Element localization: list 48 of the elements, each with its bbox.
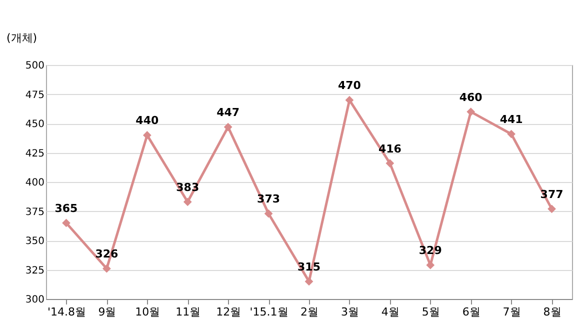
y-tick-label: 500 [25, 60, 44, 72]
x-tick-label: 8월 [543, 306, 562, 318]
data-label: 441 [500, 113, 523, 126]
point [345, 96, 354, 104]
y-tick-label: 425 [25, 148, 44, 160]
point [304, 277, 314, 286]
data-label: 447 [216, 106, 240, 120]
x-tick-label: 2월 [300, 306, 318, 318]
y-tick-label: 475 [25, 90, 44, 101]
point [183, 198, 192, 206]
x-tick-label: 7월 [502, 306, 521, 318]
x-tick-label: 12월 [216, 306, 242, 318]
y-tick-label: 325 [25, 265, 44, 276]
point [264, 209, 273, 218]
data-label: 373 [257, 192, 280, 206]
point [62, 218, 70, 228]
data-label: 329 [418, 244, 442, 258]
x-tick-label: 11월 [176, 306, 201, 318]
data-label: 416 [378, 142, 402, 156]
x-tick-label: 6월 [462, 306, 480, 318]
point [466, 108, 476, 116]
data-label: 365 [54, 202, 78, 215]
x-tick-label: 3월 [340, 306, 359, 318]
y-tick-label: 300 [25, 294, 44, 306]
y-tick-label: 375 [25, 206, 44, 218]
y-tick-label: 450 [25, 119, 44, 130]
data-label: 460 [459, 90, 483, 104]
data-label: 315 [298, 260, 320, 274]
y-tick-label: 350 [25, 236, 44, 247]
data-label: 440 [136, 114, 159, 128]
data-label: 326 [95, 248, 119, 261]
point [102, 264, 111, 273]
point [386, 159, 394, 168]
x-tick-label: 10월 [135, 306, 160, 318]
data-label: 383 [176, 180, 200, 194]
x-tick-label: '15.1월 [250, 306, 288, 318]
y-tick-label: 400 [25, 178, 44, 188]
y-axis-title: (개체) [6, 32, 38, 44]
x-tick-label: 5월 [422, 306, 440, 318]
x-tick-label: 4월 [381, 306, 400, 318]
point [548, 204, 556, 214]
point [507, 130, 516, 138]
data-label: 470 [338, 79, 362, 92]
data-label: 377 [540, 188, 564, 201]
x-tick-label: 9월 [98, 306, 116, 318]
point [142, 131, 152, 140]
point [224, 122, 232, 132]
x-tick-label: '14.8월 [47, 306, 86, 318]
